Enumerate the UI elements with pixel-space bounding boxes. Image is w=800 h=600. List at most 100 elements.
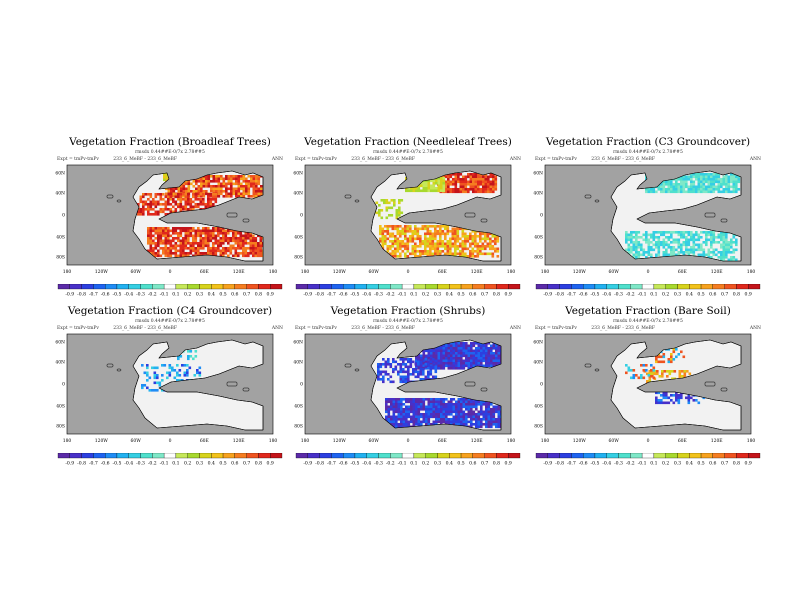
colorbar-tick-label: 0.3 (434, 292, 441, 298)
colorbar-swatch (630, 453, 643, 459)
colorbar-swatch (665, 284, 678, 290)
colorbar-tick-label: -0.1 (398, 292, 407, 298)
colorbar-swatch (437, 453, 450, 459)
y-tick-label: 0 (62, 382, 65, 388)
colorbar-swatch (211, 453, 224, 459)
panel-needleleaf-trees: Vegetation Fraction (Needleleaf Trees) r… (293, 136, 523, 311)
colorbar-tick-label: 0.6 (231, 461, 238, 467)
colorbar-tick-label: 0.4 (208, 292, 215, 298)
colorbar-tick-label: -0.3 (136, 461, 145, 467)
y-tick-label: 0 (300, 382, 303, 388)
colorbar-swatch (413, 453, 426, 459)
colorbar-tick-label: -0.7 (327, 461, 336, 467)
colorbar-tick-label: -0.9 (65, 292, 74, 298)
colorbar-swatch (57, 453, 70, 459)
x-tick-label: 60W (130, 269, 141, 275)
x-tick-label: 180 (269, 269, 278, 275)
colorbar-tick-label: -0.1 (638, 292, 647, 298)
y-tick-label: 60N (533, 340, 543, 346)
colorbar: -0.9 -0.8 -0.7 -0.6 -0.5 -0.4 -0.3 -0.2 -0.1 0.1 0… (295, 284, 521, 298)
colorbar-swatch (748, 284, 761, 290)
colorbar-swatch (319, 453, 332, 459)
island-outline (344, 363, 352, 368)
colorbar-tick-label: -0.8 (555, 461, 564, 467)
run-label: 233_6_MeBF - 233_6_MeBF (113, 326, 177, 331)
x-tick-label: 0 (647, 269, 650, 275)
colorbar-tick-label: -0.7 (89, 461, 98, 467)
colorbar-tick-label: 0.6 (709, 461, 716, 467)
colorbar-swatch (653, 453, 666, 459)
x-tick-label: 60E (438, 438, 447, 444)
colorbar-swatch (606, 453, 619, 459)
panel-season: ANN (271, 326, 283, 331)
colorbar-tick-label: 0.6 (469, 461, 476, 467)
panel-title: Vegetation Fraction (C4 Groundcover) (67, 305, 273, 317)
colorbar-tick-label: 0.8 (255, 461, 262, 467)
colorbar-tick-label: 0.5 (697, 292, 704, 298)
colorbar-swatch (343, 453, 356, 459)
colorbar-swatch (128, 284, 141, 290)
colorbar-tick-label: 0.1 (410, 292, 417, 298)
x-tick-label: 120E (711, 438, 723, 444)
panel-season: ANN (509, 157, 521, 162)
colorbar: -0.9 -0.8 -0.7 -0.6 -0.5 -0.4 -0.3 -0.2 -0.1 0.1 0… (535, 284, 761, 298)
colorbar-swatch (641, 284, 655, 290)
island-outline (720, 218, 728, 223)
colorbar-tick-label: -0.5 (113, 292, 122, 298)
colorbar-swatch (594, 453, 607, 459)
x-tick-label: 120W (573, 269, 587, 275)
map-plot: 60N 40N 0 40S 80S 180 120W 60W 0 60E 120E 180 (55, 164, 278, 275)
map-plot: 60N 40N 0 40S 80S 180 120W 60W 0 60E 120E 180 (55, 333, 277, 444)
colorbar-tick-label: 0.7 (243, 292, 250, 298)
colorbar-swatch (449, 284, 462, 290)
colorbar-tick-label: -0.2 (386, 292, 395, 298)
colorbar-swatch (508, 453, 521, 459)
run-label: 233_6_MeBF - 233_6_MeBF (591, 326, 655, 331)
colorbar-tick-label: 0.4 (208, 461, 215, 467)
run-label: 233_6_MeBF - 233_6_MeBF (351, 326, 415, 331)
colorbar-swatch (472, 453, 485, 459)
colorbar-tick-label: -0.2 (626, 461, 635, 467)
x-tick-label: 120W (333, 438, 347, 444)
colorbar-swatch (57, 284, 70, 290)
colorbar-swatch (140, 453, 153, 459)
colorbar-tick-label: 0.6 (469, 292, 476, 298)
x-tick-label: 180 (507, 269, 516, 275)
colorbar-swatch (187, 284, 200, 290)
y-tick-label: 40S (294, 404, 303, 410)
colorbar-swatch (449, 453, 462, 459)
x-tick-label: 120E (711, 269, 723, 275)
colorbar-swatch (331, 453, 344, 459)
x-tick-label: 0 (647, 438, 650, 444)
colorbar-tick-label: -0.8 (555, 292, 564, 298)
colorbar-swatch (93, 453, 106, 459)
y-tick-label: 40N (293, 360, 303, 366)
colorbar-tick-label: 0.6 (231, 292, 238, 298)
x-tick-label: 180 (747, 438, 756, 444)
colorbar-tick-label: 0.2 (184, 292, 191, 298)
colorbar-swatch (559, 284, 572, 290)
y-tick-label: 0 (540, 382, 543, 388)
panel-title: Vegetation Fraction (Broadleaf Trees) (69, 136, 271, 148)
colorbar-swatch (401, 284, 415, 290)
panel-bare-soil: Vegetation Fraction (Bare Soil) rmsdx 0.… (533, 305, 763, 480)
island-outline (226, 381, 238, 387)
x-tick-label: 180 (63, 438, 72, 444)
colorbar-swatch (234, 284, 247, 290)
colorbar-tick-label: 0.1 (650, 292, 657, 298)
island-outline (704, 212, 716, 218)
colorbar-tick-label: 0.8 (255, 292, 262, 298)
colorbar: -0.9 -0.8 -0.7 -0.6 -0.5 -0.4 -0.3 -0.2 -0.1 0.1 0… (295, 453, 521, 467)
colorbar-tick-label: -0.6 (579, 292, 588, 298)
colorbar-tick-label: -0.1 (160, 461, 169, 467)
colorbar-tick-label: 0.5 (457, 292, 464, 298)
x-tick-label: 60W (368, 438, 379, 444)
x-tick-label: 180 (63, 269, 72, 275)
colorbar-tick-label: -0.7 (89, 292, 98, 298)
y-tick-label: 40N (293, 191, 303, 197)
colorbar-tick-label: 0.1 (172, 292, 179, 298)
colorbar-swatch (712, 453, 725, 459)
colorbar: -0.9 -0.8 -0.7 -0.6 -0.5 -0.4 -0.3 -0.2 -0.1 0.1 0… (57, 453, 283, 467)
colorbar-swatch (571, 284, 584, 290)
colorbar-tick-label: -0.1 (398, 461, 407, 467)
